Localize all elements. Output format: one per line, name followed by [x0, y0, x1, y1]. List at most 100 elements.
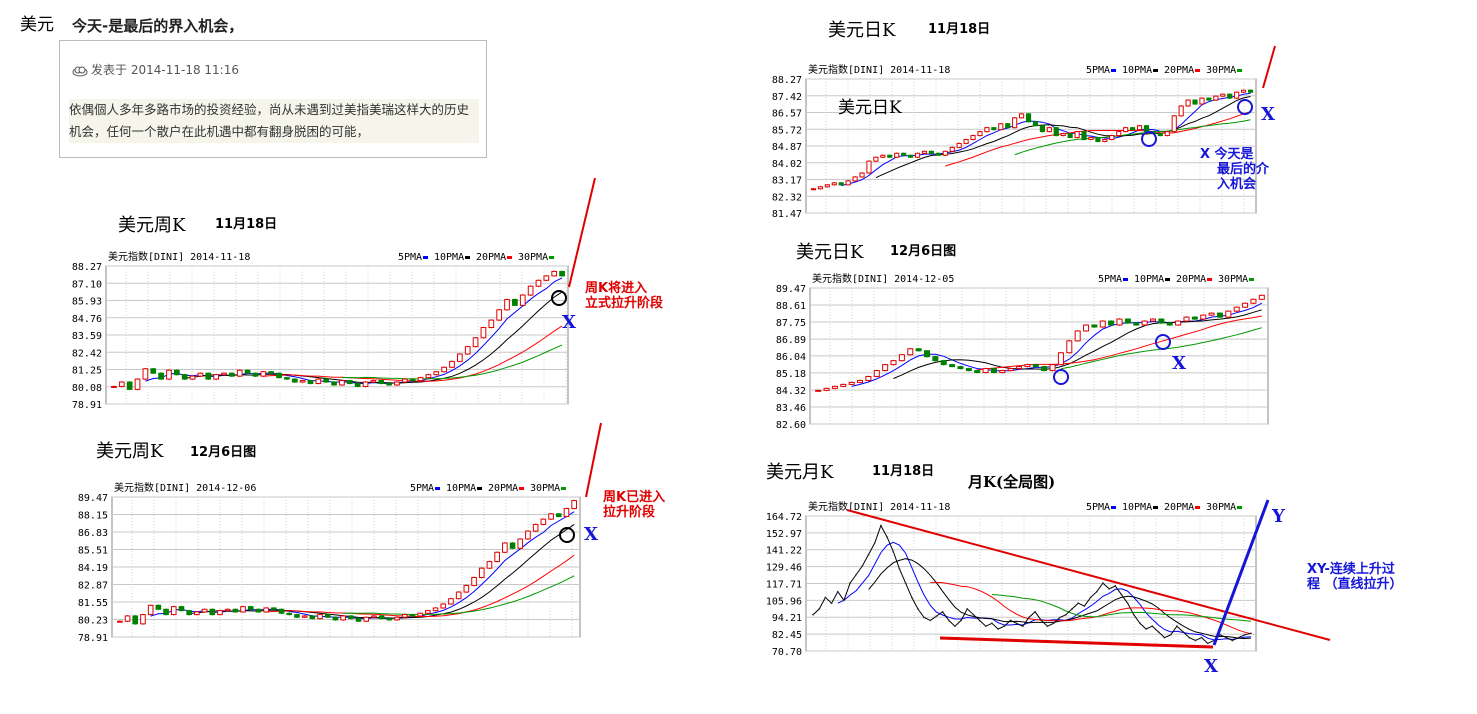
y-tick-label: 86.83 [78, 528, 108, 539]
y-tick-label: 87.75 [776, 318, 806, 329]
y-tick-label: 80.08 [72, 383, 102, 394]
y-tick-label: 82.87 [78, 581, 108, 592]
weekly-1118-circle-marker [551, 290, 567, 306]
candle-body [865, 375, 872, 381]
candle-body [463, 584, 470, 593]
candle-body [1200, 314, 1207, 320]
heading-daily-1118: 美元日K [828, 20, 896, 41]
y-tick-label: 82.32 [772, 192, 802, 203]
price-point [892, 550, 895, 553]
candle-body [504, 298, 510, 311]
candle-body [370, 380, 377, 383]
heading-daily-1118-date: 11月18日 [928, 22, 991, 37]
price-point [886, 536, 888, 539]
candle-body [486, 561, 493, 569]
legend-label: 10PMA [1134, 274, 1164, 285]
candle-body [178, 606, 185, 612]
candle-body [1192, 99, 1198, 105]
y-tick-label: 85.18 [776, 369, 806, 380]
candle-body [509, 542, 516, 549]
price-point [1225, 636, 1228, 639]
price-point [1194, 639, 1197, 642]
price-point [1089, 596, 1092, 599]
heading-weekly-1118-date: 11月18日 [215, 217, 278, 232]
daily-1206-circle-marker-2 [1155, 334, 1171, 350]
candle-body [317, 614, 323, 620]
candle-body [859, 172, 865, 178]
monthly-trendline-red [846, 509, 1331, 641]
price-point [843, 599, 845, 602]
candle-body [386, 383, 392, 386]
y-tick-label: 105.96 [766, 596, 802, 607]
price-point [1219, 633, 1221, 636]
candle-body [155, 604, 162, 610]
candle-body [831, 182, 837, 186]
price-point [1095, 590, 1098, 593]
monthly-xy-line-blue [1212, 499, 1270, 646]
legend-swatch [435, 487, 440, 490]
candle-body [401, 614, 408, 618]
candle-body [1164, 131, 1170, 137]
weekly-1118-annotation-line1: 周K将进入 [585, 281, 648, 296]
legend-label: 5PMA [1086, 65, 1110, 76]
candle-body [401, 378, 408, 383]
y-tick-label: 87.10 [72, 279, 102, 290]
candle-body [294, 614, 300, 618]
candle-body [111, 385, 117, 388]
candle-body [1088, 137, 1094, 140]
candle-body [1227, 93, 1233, 99]
candle-body [307, 380, 314, 385]
y-tick-label: 84.87 [772, 142, 802, 153]
post-title[interactable]: 今天-是最后的界入机会， [72, 17, 244, 35]
weekly-1206-annotation-line2: 拉升阶段 [603, 505, 656, 520]
legend-swatch [507, 256, 512, 259]
candle-body [1241, 89, 1247, 93]
candle-body [1216, 312, 1223, 318]
candle-body [126, 381, 133, 390]
heading-daily-1206-date: 12月6日图 [890, 244, 957, 259]
legend-label: 30PMA [1218, 274, 1248, 285]
price-point [1126, 602, 1129, 605]
weekly-1118-annotation-line2: 立式拉升阶段 [585, 296, 664, 311]
candle-body [339, 380, 345, 386]
candle-body [963, 138, 969, 144]
chart-daily-1206: 89.47 88.61 87.75 86.89 86.04 85.18 84.32 83.46… [766, 266, 1274, 430]
candle-body [331, 381, 337, 386]
legend-label: 20PMA [1176, 274, 1206, 285]
candle-body [1032, 121, 1039, 127]
candle-body [551, 270, 558, 277]
y-tick-label: 88.15 [78, 511, 108, 522]
candle-body [255, 608, 262, 613]
chart-weekly-1118: 88.27 87.10 85.93 84.76 83.59 82.42 81.25 80.08… [62, 244, 574, 410]
candle-body [186, 610, 192, 616]
candle-body [1141, 320, 1148, 326]
candle-body [158, 372, 164, 380]
price-point [1139, 622, 1141, 625]
legend-swatch [1195, 506, 1200, 509]
monthly-annotation-line1: XY-连续上升过 [1307, 562, 1395, 577]
weekly-1206-circle-marker [559, 527, 575, 543]
post-box: 发表于 2014-11-18 11:16 依偶個人多年多路市场的投资经验，尚从未… [59, 40, 487, 158]
y-tick-label: 81.47 [772, 209, 802, 219]
candle-body [362, 381, 369, 387]
candle-body [1136, 125, 1143, 131]
price-point [1015, 622, 1018, 625]
price-point [861, 564, 864, 567]
ma30-line [1014, 119, 1251, 156]
y-tick-label: 82.60 [776, 420, 806, 430]
candle-body [440, 603, 447, 609]
legend-swatch [1165, 278, 1170, 281]
candle-body [309, 615, 316, 620]
price-point [910, 596, 913, 599]
candle-body [1199, 97, 1205, 105]
candle-body [252, 372, 259, 377]
legend-swatch [1237, 506, 1242, 509]
candle-body [197, 372, 204, 377]
candle-body [409, 378, 416, 382]
candle-body [1234, 91, 1240, 99]
candle-body [433, 371, 440, 376]
price-point [873, 541, 876, 544]
legend-swatch [1207, 278, 1212, 281]
candle-body [286, 612, 293, 616]
daily-1118-x-marker: X [1261, 104, 1275, 125]
